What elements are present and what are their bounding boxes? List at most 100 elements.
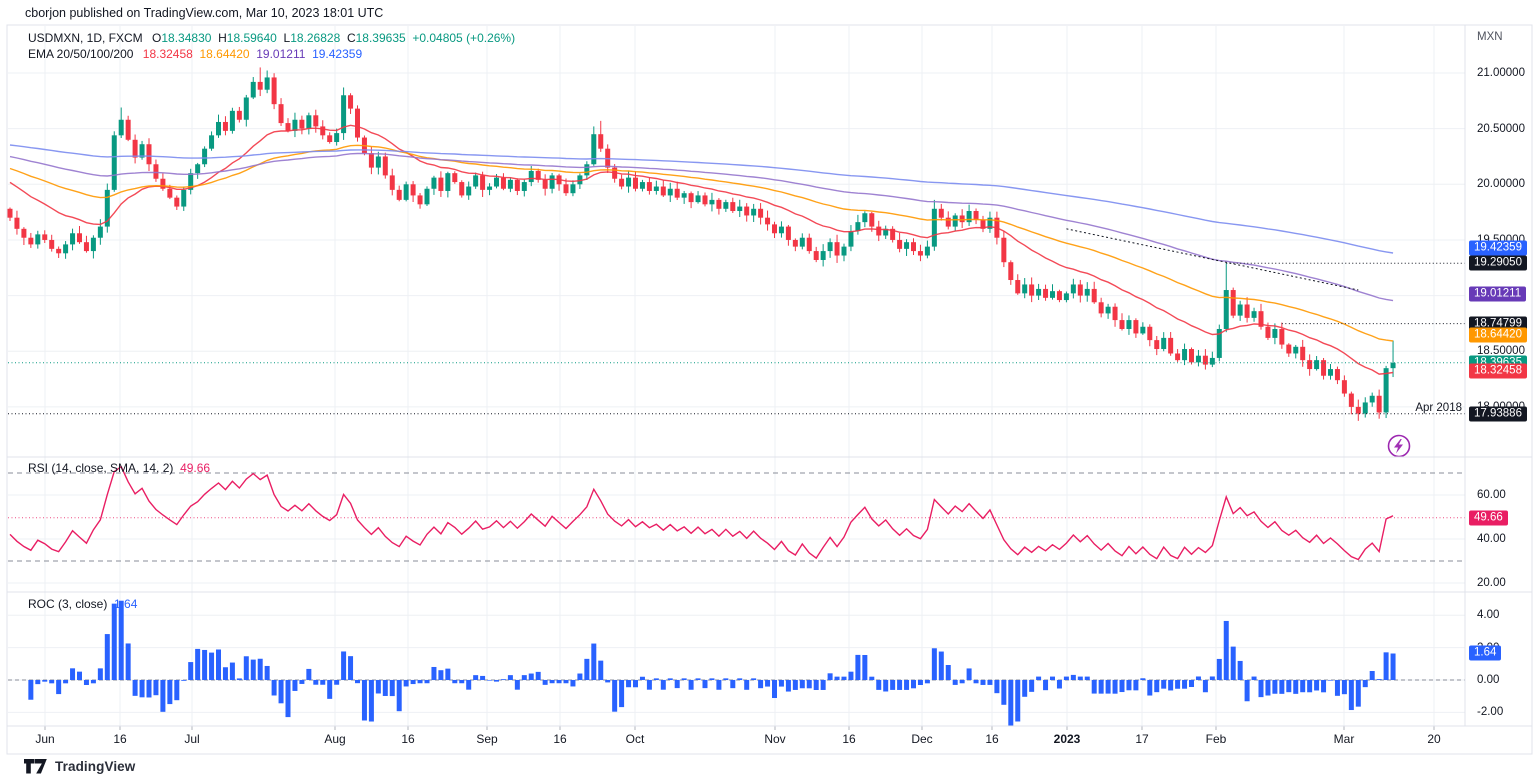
roc-bar — [827, 673, 833, 680]
candle-body — [1321, 360, 1327, 376]
roc-bar — [202, 649, 208, 680]
roc-bar — [1376, 679, 1382, 680]
candle-body — [299, 119, 305, 129]
roc-bar — [1050, 676, 1055, 680]
roc-bar — [584, 658, 590, 680]
candle-body — [77, 233, 82, 243]
candle-body — [1300, 346, 1306, 361]
roc-bar — [306, 668, 312, 680]
candle-body — [695, 195, 701, 203]
candle-body — [438, 177, 444, 191]
candle-body — [709, 199, 715, 205]
candle-body — [1063, 293, 1069, 301]
candle-body — [1112, 306, 1118, 321]
candle-body — [42, 234, 48, 240]
roc-bar — [917, 680, 923, 686]
candle-body — [1244, 304, 1250, 318]
price-badge: 19.29050 — [1469, 255, 1527, 271]
candle-body — [549, 175, 555, 189]
roc-bar — [424, 680, 430, 684]
roc-bar — [77, 671, 82, 680]
candle-body — [1140, 326, 1146, 334]
roc-bar — [209, 652, 215, 680]
roc-bar — [1230, 646, 1236, 680]
symbol-title: USDMXN, 1D, FXCM — [28, 31, 143, 45]
time-axis-label: Sep — [476, 732, 498, 746]
candle-body — [1050, 291, 1055, 298]
rsi-line — [9, 465, 1394, 561]
roc-bar — [56, 680, 62, 695]
roc-bar — [500, 679, 506, 680]
roc-bar — [1209, 676, 1215, 680]
roc-bar — [1341, 680, 1347, 695]
time-axis-label: 16 — [553, 732, 567, 746]
roc-bar — [264, 665, 270, 680]
candle-body — [222, 121, 228, 131]
roc-bar — [841, 676, 847, 680]
roc-bar — [862, 655, 868, 680]
candle-body — [521, 182, 527, 191]
time-axis-label: 17 — [1135, 732, 1149, 746]
tradingview-logo-icon — [24, 759, 47, 774]
candle-body — [639, 182, 645, 189]
candle-body — [480, 175, 486, 190]
candle-body — [1175, 353, 1181, 361]
roc-bar — [785, 680, 791, 692]
roc-bar — [507, 675, 513, 680]
candle-body — [1043, 288, 1049, 298]
flash-icon-bolt — [1394, 439, 1403, 454]
roc-bar — [904, 680, 910, 690]
roc-bar — [229, 662, 235, 680]
candle-body — [355, 108, 360, 138]
candle-body — [146, 144, 152, 165]
candle-body — [160, 178, 166, 189]
candle-body — [1161, 337, 1167, 350]
candle-body — [125, 119, 131, 140]
candle-body — [1328, 369, 1333, 376]
roc-bar — [772, 680, 777, 699]
time-axis-label: Jul — [184, 732, 200, 746]
candle-body — [97, 226, 103, 238]
roc-bar — [820, 680, 826, 690]
candle-body — [132, 139, 138, 158]
candle-body — [250, 81, 256, 98]
roc-bar — [1369, 671, 1375, 680]
candle-body — [375, 156, 381, 168]
roc-bar — [452, 680, 458, 684]
ema200-value: 19.42359 — [312, 47, 363, 61]
roc-bar — [1362, 680, 1368, 688]
candle-body — [1223, 290, 1229, 329]
roc-bar — [716, 680, 722, 690]
roc-bar — [1216, 658, 1222, 680]
candle-body — [855, 222, 861, 232]
roc-bar — [938, 651, 944, 680]
candle-body — [1105, 306, 1111, 314]
roc-bar — [28, 680, 34, 700]
roc-bar — [188, 662, 194, 680]
roc-bar — [577, 673, 583, 680]
roc-bar — [626, 680, 632, 688]
roc-bar — [1133, 680, 1139, 691]
time-axis-label: 16 — [985, 732, 999, 746]
roc-bar — [1077, 676, 1083, 680]
candle-body — [681, 193, 687, 198]
roc-bar — [619, 680, 625, 708]
candle-body — [216, 121, 221, 136]
price-badge: 17.93886 — [1469, 406, 1527, 422]
candle-body — [83, 242, 89, 252]
tradingview-wordmark: TradingView — [55, 759, 136, 774]
time-axis-label: Mar — [1333, 732, 1355, 746]
footer-brand[interactable]: TradingView — [24, 759, 135, 774]
roc-bar — [132, 680, 138, 696]
roc-bar — [160, 680, 166, 712]
candle-body — [403, 184, 409, 200]
candle-body — [1133, 320, 1139, 334]
candle-body — [904, 242, 910, 249]
candle-body — [792, 239, 798, 247]
roc-bar — [236, 678, 242, 680]
roc-bar — [591, 643, 597, 680]
apr-2018-label: Apr 2018 — [1415, 402, 1462, 414]
candle-body — [35, 234, 41, 245]
